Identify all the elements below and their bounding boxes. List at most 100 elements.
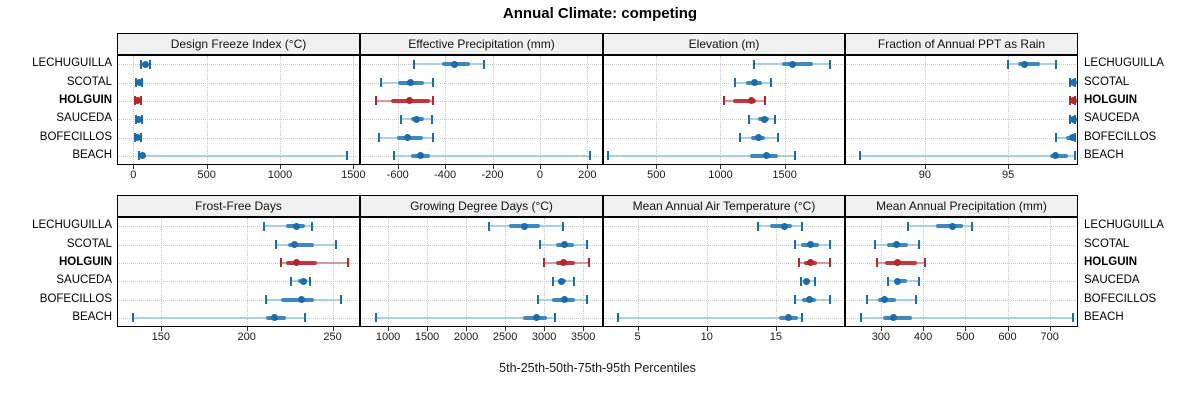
whisker-cap-high: [483, 59, 486, 69]
whisker-cap-low: [264, 295, 267, 304]
gridline-v: [924, 56, 926, 164]
whisker-cap-high: [586, 295, 588, 304]
whisker-cap-high: [588, 258, 591, 268]
axis-tick-label: 1500: [341, 169, 366, 181]
panel-design-freeze-index: [117, 55, 360, 165]
axis-tick: [427, 327, 429, 331]
axis-tick: [160, 327, 162, 331]
axis-tick-label: -600: [386, 169, 409, 181]
axis-tick-label: 300: [871, 331, 891, 343]
gridline-v: [1008, 56, 1010, 164]
whisker-cap-high: [1073, 151, 1076, 161]
whisker-cap-high: [432, 96, 435, 106]
site-label-left: LECHUGUILLA: [32, 57, 112, 70]
gridline-h: [605, 226, 843, 228]
interval-5-95: [394, 154, 590, 157]
interval-25-75: [733, 98, 757, 103]
median-dot: [407, 79, 415, 86]
axis-tick-label: 10: [700, 331, 713, 343]
site-label-left: BOFECILLOS: [39, 292, 112, 305]
gridline-v: [445, 56, 447, 164]
panel-elevation: [603, 55, 845, 165]
whisker-cap-high: [304, 313, 307, 323]
median-dot: [880, 296, 888, 303]
median-dot: [755, 134, 763, 141]
gridline-h: [362, 119, 601, 121]
site-label-right: HOLGUIN: [1084, 255, 1138, 268]
axis-tick: [965, 327, 967, 331]
interval-25-75: [287, 242, 314, 247]
site-label-right: SAUCEDA: [1084, 274, 1140, 287]
interval-5-95: [375, 316, 556, 319]
whisker-cap-low: [794, 295, 797, 304]
median-dot: [299, 277, 307, 285]
gridline-v: [397, 56, 399, 164]
whisker-cap-high: [572, 276, 575, 286]
median-dot: [784, 314, 792, 322]
median-dot: [894, 277, 902, 285]
axis-tick: [133, 165, 135, 169]
whisker-cap-low: [539, 240, 542, 249]
axis-tick-label: 95: [1001, 169, 1015, 181]
panel-strip-mean-annual-air-temperature: Mean Annual Air Temperature (°C): [603, 195, 845, 217]
axis-tick: [332, 327, 334, 331]
site-label-left: LECHUGUILLA: [32, 219, 112, 232]
whisker-cap-high: [310, 221, 313, 231]
gridline-h: [119, 64, 358, 66]
site-label-left: SAUCEDA: [56, 112, 112, 125]
gridline-h: [119, 281, 358, 283]
axis-tick-label: 1500: [414, 331, 440, 343]
gridline-h: [605, 281, 843, 283]
median-dot: [138, 152, 146, 160]
whisker-cap-high: [828, 59, 831, 69]
gridline-v: [965, 218, 967, 326]
median-dot: [1069, 115, 1077, 123]
whisker-cap-low: [290, 276, 293, 286]
median-dot: [806, 241, 814, 248]
axis-tick-label: 400: [913, 331, 933, 343]
site-label-right: BOFECILLOS: [1084, 130, 1157, 143]
axis-tick: [1007, 327, 1009, 331]
axis-tick-label: 600: [998, 331, 1017, 343]
whisker-cap-low: [875, 258, 878, 268]
median-dot: [134, 134, 142, 141]
whisker-cap-low: [798, 258, 801, 268]
panel-strip-elevation: Elevation (m): [603, 33, 845, 55]
median-dot: [406, 97, 414, 105]
interval-5-95: [859, 154, 1075, 157]
gridline-h: [119, 226, 358, 228]
site-label-right: SCOTAL: [1084, 75, 1130, 88]
whisker-cap-high: [561, 221, 564, 231]
whisker-cap-high: [346, 258, 349, 268]
gridline-h: [605, 299, 843, 301]
site-label-right: SAUCEDA: [1084, 112, 1140, 125]
whisker-cap-low: [380, 78, 383, 87]
whisker-cap-low: [607, 151, 610, 161]
gridline-h: [362, 137, 601, 139]
chart-title: Annual Climate: competing: [502, 5, 698, 22]
whisker-cap-high: [970, 221, 973, 231]
gridline-h: [119, 137, 358, 139]
gridline-v: [427, 218, 429, 326]
site-label-left: BEACH: [72, 310, 112, 323]
median-dot: [893, 241, 901, 248]
whisker-cap-low: [865, 295, 868, 304]
axis-tick-label: 500: [647, 169, 666, 181]
whisker-cap-low: [393, 151, 396, 161]
gridline-h: [847, 262, 1076, 264]
median-dot: [403, 134, 411, 141]
panel-strip-frost-free-days: Frost-Free Days: [117, 195, 360, 217]
whisker-cap-high: [764, 96, 767, 106]
axis-tick: [923, 327, 925, 331]
axis-tick-label: 150: [151, 331, 170, 343]
panel-strip-effective-precipitation: Effective Precipitation (mm): [360, 33, 603, 55]
axis-tick-label: 15: [769, 331, 782, 343]
axis-tick-label: 3500: [570, 331, 596, 343]
site-label-left: HOLGUIN: [58, 93, 112, 106]
whisker-cap-low: [280, 258, 282, 268]
gridline-h: [119, 100, 358, 102]
median-dot: [805, 296, 813, 303]
panel-fraction-annual-ppt-as-rain: [845, 55, 1078, 165]
axis-tick-label: 200: [237, 331, 256, 343]
median-dot: [750, 79, 758, 86]
